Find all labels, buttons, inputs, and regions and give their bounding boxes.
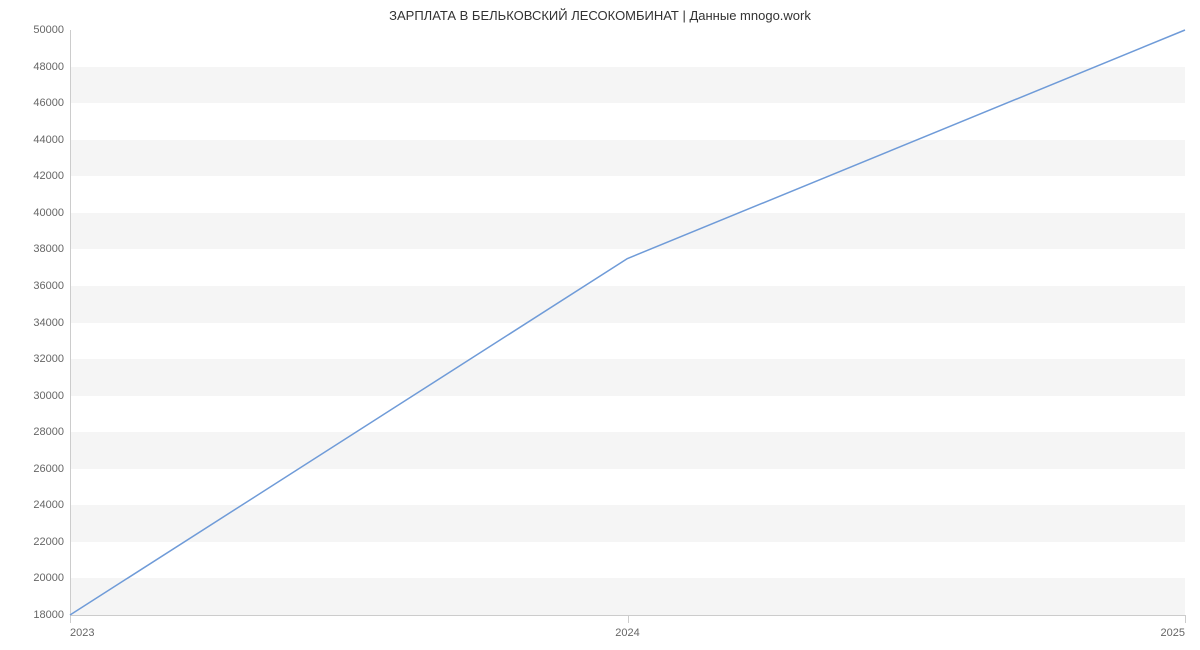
- series-line-salary: [70, 30, 1185, 615]
- y-tick-label: 40000: [33, 207, 64, 219]
- y-tick-label: 34000: [33, 317, 64, 329]
- y-tick-label: 26000: [33, 463, 64, 475]
- salary-line-chart: ЗАРПЛАТА В БЕЛЬКОВСКИЙ ЛЕСОКОМБИНАТ | Да…: [0, 0, 1200, 650]
- x-tick-label: 2023: [70, 627, 94, 639]
- y-tick-label: 46000: [33, 97, 64, 109]
- y-tick-label: 36000: [33, 280, 64, 292]
- y-tick-label: 22000: [33, 536, 64, 548]
- y-tick-label: 18000: [33, 609, 64, 621]
- y-tick-label: 32000: [33, 353, 64, 365]
- x-tick-label: 2024: [615, 627, 639, 639]
- y-tick-label: 48000: [33, 61, 64, 73]
- y-tick-label: 20000: [33, 572, 64, 584]
- y-tick-label: 24000: [33, 499, 64, 511]
- x-tick-label: 2025: [1161, 627, 1185, 639]
- series-layer: [70, 30, 1185, 615]
- x-tick: [70, 615, 71, 623]
- y-tick-label: 44000: [33, 134, 64, 146]
- y-tick-label: 50000: [33, 24, 64, 36]
- x-tick: [628, 615, 629, 623]
- x-tick: [1185, 615, 1186, 623]
- y-tick-label: 38000: [33, 243, 64, 255]
- y-tick-label: 28000: [33, 426, 64, 438]
- plot-area: 1800020000220002400026000280003000032000…: [70, 30, 1185, 615]
- y-tick-label: 42000: [33, 170, 64, 182]
- y-tick-label: 30000: [33, 390, 64, 402]
- chart-title: ЗАРПЛАТА В БЕЛЬКОВСКИЙ ЛЕСОКОМБИНАТ | Да…: [0, 8, 1200, 23]
